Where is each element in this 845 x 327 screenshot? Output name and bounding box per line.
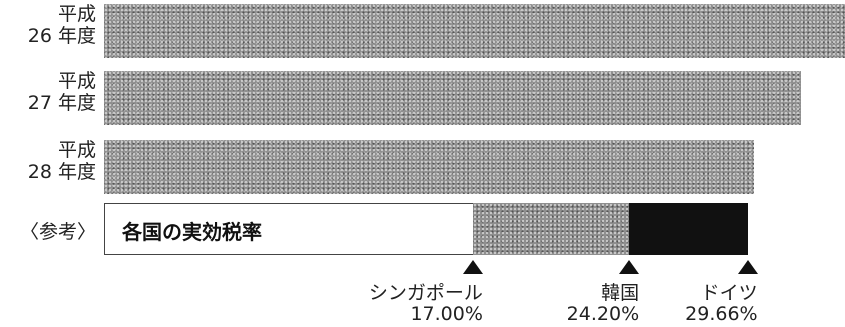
marker-country-label: ドイツ [700,282,758,304]
marker-country-label: 韓国 [601,282,640,304]
reference-title: 各国の実効税率 [122,220,262,244]
category-year: 26 年度 [27,25,96,47]
reference-segment-korea [472,203,630,255]
category-era: 平成 [57,139,96,161]
category-label: 平成 28 年度 [0,139,96,183]
bar [104,71,801,125]
reference-label: 〈参考〉 [19,221,96,243]
bar [104,140,755,194]
marker-country-label: シンガポール [368,282,483,304]
category-year: 28 年度 [27,161,96,183]
category-era: 平成 [57,70,96,92]
reference-box [104,203,474,255]
category-year: 27 年度 [27,92,96,114]
bar [104,4,845,58]
category-era: 平成 [57,3,96,25]
marker-triangle [462,260,483,274]
marker-value-label: 17.00% [410,303,483,325]
reference-segment-germany [629,203,748,255]
marker-triangle [619,260,640,274]
marker-value-label: 29.66% [685,303,758,325]
marker-value-label: 24.20% [566,303,640,325]
marker-triangle [737,260,758,274]
category-label: 平成 26 年度 [0,3,96,47]
category-label: 平成 27 年度 [0,70,96,114]
